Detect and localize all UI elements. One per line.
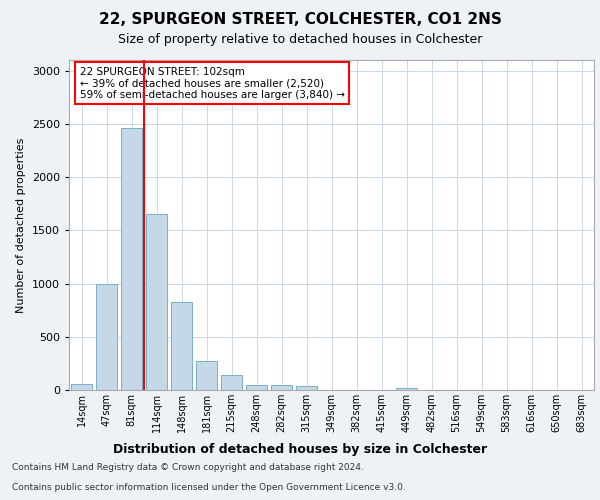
- Bar: [71, 384, 92, 390]
- Bar: [396, 388, 417, 390]
- Bar: [271, 385, 292, 390]
- Bar: [146, 214, 167, 390]
- Y-axis label: Number of detached properties: Number of detached properties: [16, 138, 26, 312]
- Bar: [246, 385, 267, 390]
- Text: Contains HM Land Registry data © Crown copyright and database right 2024.: Contains HM Land Registry data © Crown c…: [12, 464, 364, 472]
- Bar: [296, 386, 317, 390]
- Bar: [121, 128, 142, 390]
- Text: Distribution of detached houses by size in Colchester: Distribution of detached houses by size …: [113, 442, 487, 456]
- Bar: [171, 302, 192, 390]
- Bar: [196, 360, 217, 390]
- Text: Contains public sector information licensed under the Open Government Licence v3: Contains public sector information licen…: [12, 484, 406, 492]
- Text: 22 SPURGEON STREET: 102sqm
← 39% of detached houses are smaller (2,520)
59% of s: 22 SPURGEON STREET: 102sqm ← 39% of deta…: [79, 66, 344, 100]
- Bar: [96, 284, 117, 390]
- Text: Size of property relative to detached houses in Colchester: Size of property relative to detached ho…: [118, 32, 482, 46]
- Text: 22, SPURGEON STREET, COLCHESTER, CO1 2NS: 22, SPURGEON STREET, COLCHESTER, CO1 2NS: [98, 12, 502, 28]
- Bar: [221, 375, 242, 390]
